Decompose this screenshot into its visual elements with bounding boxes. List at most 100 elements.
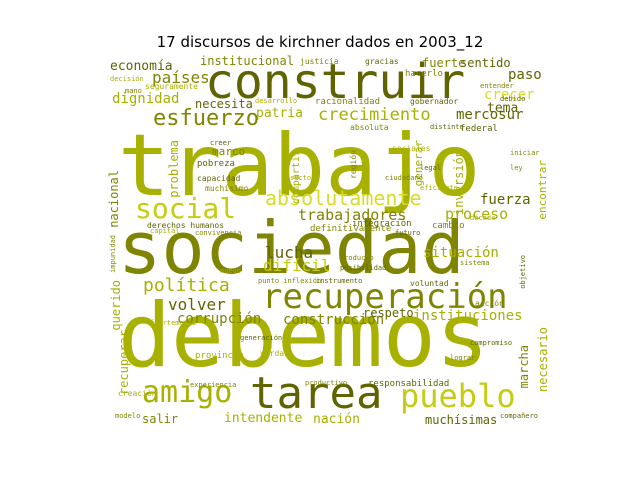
word-capital: capital	[150, 227, 180, 235]
word-gracias: gracias	[365, 57, 399, 66]
word-problema: problema	[167, 140, 181, 198]
word-eficiente: eficiente	[420, 184, 458, 192]
word-decision: decisión	[110, 75, 144, 83]
word-dignidad: dignidad	[112, 91, 180, 107]
word-pueblo: pueblo	[400, 377, 516, 415]
word-debemos: debemos	[118, 284, 489, 387]
word-dificil: difícil	[263, 256, 331, 275]
word-cambio: cambio	[432, 221, 465, 231]
word-necesita: necesita	[195, 97, 253, 111]
word-legal: legal	[420, 164, 442, 172]
word-sentido: sentido	[460, 56, 511, 70]
word-trabajo: trabajo	[118, 116, 481, 216]
word-federal: federal	[460, 124, 498, 134]
word-creer: creer	[210, 139, 232, 147]
word-patria: patria	[256, 106, 303, 121]
word-instrumento: instrumento	[316, 277, 363, 285]
word-creacion: creación	[118, 389, 157, 398]
word-accion: acción	[475, 299, 504, 308]
word-convivencia: convivencia	[195, 229, 242, 237]
word-ciudadano: ciudadano	[385, 174, 423, 182]
word-decada: década	[470, 214, 496, 222]
word-responsabilidad: responsabilidad	[368, 379, 450, 389]
word-sistema: sistema	[460, 259, 490, 267]
word-absoluta: absoluta	[350, 123, 389, 132]
word-nuevo: nuevo	[220, 267, 242, 275]
word-ley: ley	[510, 164, 523, 172]
word-politica: política	[143, 275, 230, 296]
word-institucional: institucional	[200, 54, 294, 68]
word-provincia: provincia	[195, 351, 244, 361]
word-racionalidad: racionalidad	[315, 97, 381, 107]
chart-title: 17 discursos de kirchner dados en 2003_1…	[156, 33, 484, 51]
word-trabajadores: trabajadores	[298, 206, 407, 224]
word-futuro: futuro	[395, 229, 421, 237]
word-muchisimo: muchísimo	[205, 184, 249, 193]
word-companero: compañero	[500, 412, 538, 420]
word-modelo: modelo	[115, 412, 141, 420]
word-desarrollo: desarrollo	[255, 97, 298, 105]
word-experiencia: experiencia	[190, 381, 237, 389]
word-integracion: integración	[352, 219, 412, 229]
word-salir: salir	[142, 412, 179, 426]
word-social: social	[135, 192, 237, 225]
word-debido: debido	[500, 95, 526, 103]
word-volver: volver	[168, 295, 226, 314]
word-tema: tema	[487, 101, 519, 116]
word-mercosur: mercosur	[456, 107, 524, 123]
word-objetivo: objetivo	[519, 255, 527, 289]
word-derechos-humanos: derechos humanos	[147, 221, 225, 230]
word-recuperar: recuperar	[117, 330, 131, 396]
word-region: región	[349, 150, 358, 179]
word-inversion: inversión	[452, 150, 466, 216]
word-sociedad: sociedad	[118, 206, 465, 290]
word-construccion: construcción	[283, 312, 385, 328]
word-fuerza: fuerza	[480, 192, 531, 208]
word-fuertemente: fuertemente	[150, 319, 197, 327]
word-generacion: generación	[240, 334, 283, 342]
word-muchisimas: muchísimas	[425, 413, 498, 427]
word-sociales: sociales	[392, 144, 431, 153]
word-entender: entender	[480, 82, 514, 90]
word-intendente: intendente	[224, 411, 303, 426]
word-esfuerzo: esfuerzo	[153, 106, 259, 131]
word-situacion: situación	[423, 245, 499, 261]
word-distinto: distinto	[430, 123, 464, 131]
word-paises: países	[152, 68, 210, 87]
word-mano: mano	[125, 87, 142, 95]
word-nacional: nacional	[107, 170, 121, 228]
word-crecimiento: crecimiento	[318, 105, 431, 125]
word-querido: querido	[109, 280, 123, 331]
word-absolutamente: absolutamente	[265, 186, 422, 210]
word-seguramente: seguramente	[145, 82, 198, 91]
word-hacerlo: hacerlo	[405, 69, 443, 79]
word-crecer: crecer	[484, 87, 535, 103]
word-impunidad: impunidad	[109, 235, 117, 273]
word-recuperacion: recuperación	[262, 277, 508, 317]
word-tarea: tarea	[250, 368, 383, 419]
word-corrupcion: corrupción	[177, 311, 262, 327]
word-iniciar: iniciar	[510, 149, 540, 157]
word-fuerte: fuerte	[422, 56, 466, 70]
word-definitivamente: definitivamente	[310, 224, 392, 234]
word-necesario: necesario	[536, 327, 550, 393]
word-voluntad: voluntad	[410, 279, 449, 288]
word-verdad: verdad	[260, 349, 289, 358]
word-economia: economía	[110, 59, 173, 74]
word-paso: paso	[508, 67, 542, 83]
word-encontrar: encontrar	[536, 160, 549, 220]
word-lucha: lucha	[265, 243, 314, 262]
word-marco: marco	[212, 145, 246, 158]
word-punto-inflexion: punto inflexión	[258, 277, 322, 285]
word-marcha: marcha	[517, 345, 531, 389]
word-capacidad: capacidad	[197, 174, 241, 183]
word-gobernador: gobernador	[410, 97, 459, 106]
word-pobreza: pobreza	[197, 159, 235, 169]
word-posibilidad: posibilidad	[340, 264, 387, 272]
word-proceso: proceso	[445, 205, 509, 223]
word-sector: sector	[290, 174, 316, 182]
word-lograr: lograr	[450, 354, 476, 362]
word-instituciones: instituciones	[413, 308, 523, 324]
word-construir: construir	[205, 54, 466, 110]
